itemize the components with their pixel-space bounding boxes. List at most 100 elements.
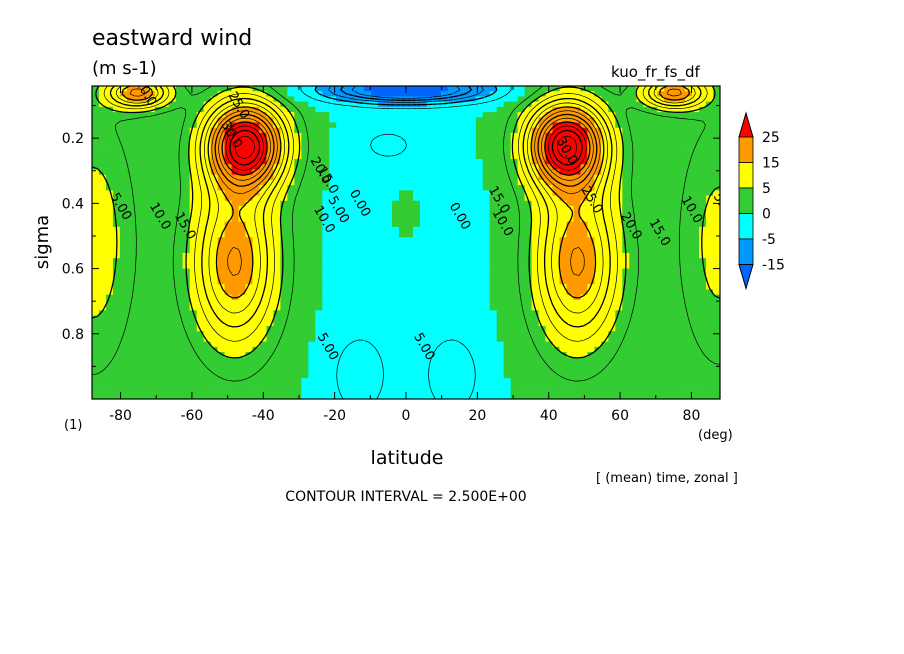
contour-fill-cell — [112, 211, 121, 218]
contour-fill-cell — [440, 258, 449, 264]
contour-fill-cell — [559, 169, 568, 176]
contour-fill-cell — [531, 174, 540, 181]
contour-fill-cell — [105, 393, 114, 399]
contour-fill-cell — [378, 305, 386, 311]
contour-fill-cell — [657, 91, 665, 98]
contour-fill-cell — [273, 185, 281, 191]
contour-fill-cell — [336, 367, 344, 374]
contour-fill-cell — [559, 164, 568, 171]
contour-fill-cell — [643, 122, 651, 129]
contour-fill-cell — [336, 143, 344, 150]
contour-fill-cell — [385, 195, 393, 202]
contour-fill-cell — [440, 185, 449, 191]
contour-fill-cell — [322, 273, 330, 280]
contour-fill-cell — [378, 341, 386, 348]
contour-fill-cell — [287, 96, 295, 103]
contour-fill-cell — [454, 127, 463, 134]
contour-fill-cell — [538, 148, 547, 155]
contour-fill-cell — [538, 320, 547, 327]
contour-fill-cell — [573, 383, 582, 390]
contour-fill-cell — [259, 252, 268, 259]
contour-fill-cell — [489, 106, 498, 113]
contour-fill-cell — [461, 179, 470, 186]
contour-fill-cell — [657, 242, 665, 249]
contour-fill-cell — [203, 132, 212, 139]
contour-fill-cell — [454, 237, 463, 244]
contour-fill-cell — [531, 388, 540, 395]
contour-fill-cell — [259, 101, 268, 108]
contour-fill-cell — [217, 153, 226, 160]
contour-fill-cell — [636, 221, 644, 228]
contour-fill-cell — [168, 393, 177, 399]
contour-fill-cell — [524, 200, 533, 207]
contour-fill-cell — [92, 221, 100, 228]
contour-fill-cell — [629, 101, 637, 108]
contour-fill-cell — [594, 393, 602, 399]
contour-fill-cell — [364, 252, 372, 259]
contour-fill-cell — [231, 352, 240, 358]
contour-fill-cell — [217, 195, 226, 202]
contour-fill-cell — [112, 279, 121, 285]
contour-fill-cell — [301, 310, 309, 317]
contour-fill-cell — [203, 372, 212, 379]
contour-fill-cell — [622, 221, 630, 228]
contour-fill-cell — [587, 388, 595, 395]
contour-fill-cell — [343, 143, 351, 150]
contour-fill-cell — [573, 331, 582, 337]
contour-fill-cell — [671, 117, 679, 124]
contour-fill-cell — [112, 179, 121, 186]
contour-fill-cell — [357, 211, 365, 218]
contour-fill-cell — [559, 279, 568, 285]
contour-fill-cell — [468, 195, 477, 202]
contour-fill-cell — [385, 299, 393, 306]
contour-fill-cell — [573, 273, 582, 280]
contour-fill-cell — [475, 205, 484, 212]
contour-fill-cell — [280, 216, 288, 223]
contour-fill-cell — [650, 185, 658, 191]
contour-fill-cell — [126, 143, 135, 150]
contour-fill-cell — [126, 336, 135, 343]
contour-fill-cell — [482, 247, 491, 254]
contour-fill-cell — [350, 211, 358, 218]
contour-fill-cell — [350, 242, 358, 249]
contour-fill-cell — [210, 393, 219, 399]
contour-fill-cell — [482, 174, 491, 181]
contour-fill-cell — [412, 279, 421, 285]
contour-fill-cell — [287, 164, 295, 171]
contour-fill-cell — [475, 138, 484, 144]
contour-fill-cell — [308, 268, 316, 275]
contour-fill-cell — [385, 205, 393, 212]
contour-fill-cell — [601, 299, 609, 306]
contour-fill-cell — [601, 310, 609, 317]
contour-fill-cell — [217, 268, 226, 275]
contour-fill-cell — [371, 106, 379, 113]
contour-fill-cell — [406, 357, 414, 364]
contour-fill-cell — [182, 299, 191, 306]
contour-fill-cell — [552, 117, 561, 124]
contour-fill-cell — [147, 122, 156, 129]
contour-fill-cell — [531, 284, 540, 291]
contour-fill-cell — [385, 284, 393, 291]
contour-fill-cell — [419, 226, 428, 233]
contour-fill-cell — [489, 315, 498, 322]
contour-fill-cell — [489, 205, 498, 212]
contour-fill-cell — [357, 205, 365, 212]
contour-fill-cell — [517, 91, 526, 98]
contour-fill-cell — [92, 258, 100, 264]
contour-fill-cell — [650, 112, 658, 118]
contour-fill-cell — [154, 258, 163, 264]
contour-fill-cell — [322, 331, 330, 337]
contour-fill-cell — [622, 164, 630, 171]
contour-fill-cell — [210, 252, 219, 259]
contour-fill-cell — [203, 305, 212, 311]
contour-fill-cell — [580, 362, 589, 369]
contour-fill-cell — [440, 174, 449, 181]
contour-fill-cell — [280, 190, 288, 197]
contour-fill-cell — [385, 315, 393, 322]
contour-fill-cell — [580, 174, 589, 181]
contour-fill-cell — [545, 346, 554, 353]
contour-fill-cell — [643, 393, 651, 399]
contour-fill-cell — [133, 226, 142, 233]
contour-fill-cell — [545, 164, 554, 171]
contour-fill-cell — [280, 310, 288, 317]
